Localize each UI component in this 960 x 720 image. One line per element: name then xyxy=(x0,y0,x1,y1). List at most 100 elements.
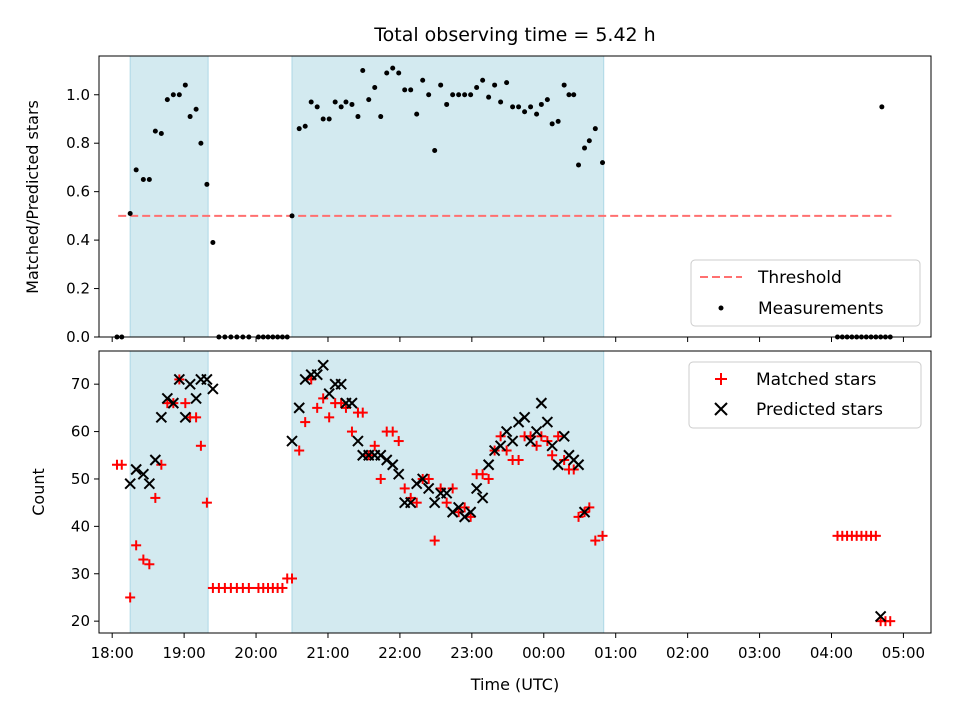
measurement-point xyxy=(152,128,158,134)
bottom-legend-box xyxy=(688,361,922,429)
top-legend: Threshold Measurements xyxy=(690,259,921,327)
measurement-point xyxy=(296,126,302,132)
measurement-point xyxy=(586,138,592,144)
matched-star-point xyxy=(531,440,542,451)
measurement-point xyxy=(510,104,516,110)
measurement-point xyxy=(528,104,534,110)
predicted-star-point xyxy=(143,477,156,490)
predicted-star-point xyxy=(535,397,548,409)
predicted-star-point xyxy=(546,440,558,452)
predicted-star-point xyxy=(494,440,507,452)
bottom-shaded-interval xyxy=(129,350,209,634)
measurement-point xyxy=(566,92,572,98)
bottom-series xyxy=(111,359,896,627)
measurement-point xyxy=(182,82,188,88)
measurement-point xyxy=(164,97,170,103)
measurement-point xyxy=(146,177,152,183)
matched-star-point xyxy=(429,535,440,546)
matched-star-point xyxy=(336,398,347,409)
measurement-point xyxy=(289,213,295,219)
measurement-point xyxy=(314,104,320,110)
measurement-point xyxy=(198,140,204,146)
measurement-point xyxy=(414,111,420,117)
matched-star-point xyxy=(369,440,380,451)
measurement-point xyxy=(438,82,444,88)
bottom-y-tick-label: 40 xyxy=(71,517,90,535)
matched-star-point xyxy=(495,431,506,442)
predicted-star-point xyxy=(201,373,213,386)
measurement-point xyxy=(582,145,588,151)
matched-star-point xyxy=(191,412,202,423)
legend-predicted-swatch xyxy=(714,402,728,416)
measurement-point xyxy=(420,77,426,83)
predicted-star-point xyxy=(416,473,429,485)
legend-measurements-label: Measurements xyxy=(758,299,884,319)
predicted-star-point xyxy=(518,411,531,424)
measurement-point xyxy=(498,99,504,105)
measurement-point xyxy=(360,68,366,74)
legend-matched-swatch xyxy=(715,373,727,385)
predicted-star-point xyxy=(524,435,537,447)
measurement-point xyxy=(408,87,414,93)
measurement-point xyxy=(158,131,164,137)
measurement-point xyxy=(576,162,582,168)
predicted-star-point xyxy=(167,397,180,409)
matched-star-point xyxy=(477,469,488,480)
measurement-point xyxy=(492,82,498,88)
predicted-star-point xyxy=(874,610,887,623)
matched-star-point xyxy=(201,497,212,508)
measurement-point xyxy=(538,101,544,107)
measurement-point xyxy=(468,92,474,98)
matched-star-point xyxy=(423,473,434,484)
predicted-star-point xyxy=(428,496,441,509)
top-y-tick-label: 0.6 xyxy=(66,183,90,201)
bottom-panel: 20 30 40 50 60 70 18:00 19:00 20:00 21:00 22:00 23… xyxy=(29,350,932,694)
matched-star-point xyxy=(156,459,167,470)
measurement-point xyxy=(402,87,408,93)
predicted-star-point xyxy=(149,454,162,466)
matched-star-point xyxy=(287,573,298,584)
matched-star-point xyxy=(375,473,386,484)
top-y-tick-label: 0.8 xyxy=(66,134,90,152)
predicted-star-point xyxy=(207,383,219,395)
x-tick-label: 04:00 xyxy=(810,644,853,662)
predicted-star-point xyxy=(179,411,192,424)
matched-star-point xyxy=(553,431,564,442)
matched-star-point xyxy=(138,554,149,565)
measurement-point xyxy=(326,116,332,122)
measurement-point xyxy=(338,104,344,110)
measurement-point xyxy=(193,106,199,112)
measurement-point xyxy=(308,99,314,105)
measurement-point xyxy=(390,65,396,71)
measurement-point xyxy=(456,92,462,98)
measurement-point xyxy=(204,181,210,187)
predicted-star-point xyxy=(422,482,435,495)
predicted-star-point xyxy=(452,501,465,514)
predicted-star-point xyxy=(404,496,417,509)
measurement-point xyxy=(355,114,361,120)
x-tick-label: 20:00 xyxy=(234,644,277,662)
bottom-y-tick-label: 30 xyxy=(71,565,90,583)
predicted-star-point xyxy=(541,416,554,428)
measurement-point xyxy=(170,92,176,98)
measurement-point xyxy=(462,92,468,98)
measurement-point xyxy=(140,177,146,183)
measurement-point xyxy=(133,167,139,173)
top-y-tick-label: 0.4 xyxy=(66,231,90,249)
top-y-tick-label: 0.2 xyxy=(66,280,90,298)
predicted-star-point xyxy=(352,435,364,447)
bottom-y-tick-label: 70 xyxy=(71,375,90,393)
measurement-point xyxy=(372,84,378,90)
top-x-axis-ticks xyxy=(111,337,904,342)
matched-star-point xyxy=(547,450,558,461)
predicted-star-point xyxy=(311,368,323,381)
x-tick-label: 00:00 xyxy=(522,644,565,662)
matched-star-point xyxy=(483,473,494,484)
matched-star-point xyxy=(447,483,458,494)
predicted-star-point xyxy=(440,487,453,499)
measurements-series xyxy=(114,65,893,340)
bottom-y-tick-label: 50 xyxy=(71,470,90,488)
measurement-point xyxy=(396,70,402,76)
x-tick-label: 05:00 xyxy=(882,644,925,662)
